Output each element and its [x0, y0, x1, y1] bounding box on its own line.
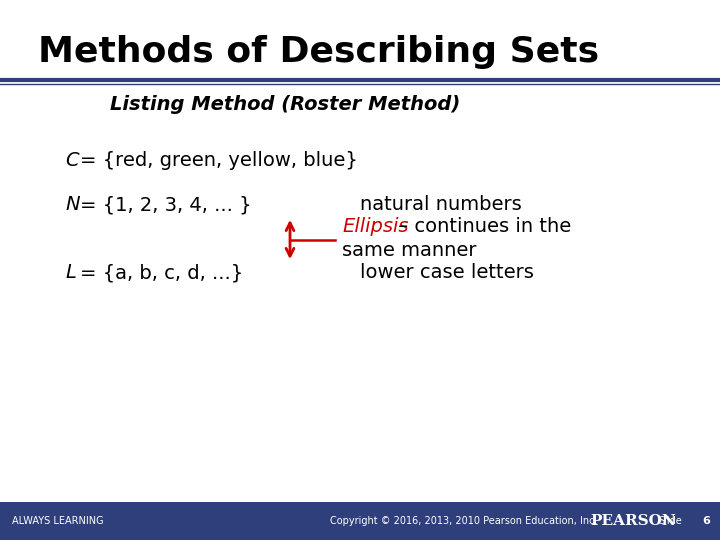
- Text: 6: 6: [702, 516, 710, 526]
- Text: $C$: $C$: [65, 151, 81, 170]
- Text: = {red, green, yellow, blue}: = {red, green, yellow, blue}: [80, 151, 358, 170]
- Text: natural numbers: natural numbers: [360, 195, 522, 214]
- Text: $L$: $L$: [65, 264, 77, 282]
- Text: ALWAYS LEARNING: ALWAYS LEARNING: [12, 516, 104, 526]
- Text: Listing Method (Roster Method): Listing Method (Roster Method): [110, 96, 460, 114]
- Text: = {a, b, c, d, ...}: = {a, b, c, d, ...}: [80, 264, 243, 282]
- Text: $N$: $N$: [65, 195, 81, 214]
- Text: Ellipsis: Ellipsis: [342, 218, 408, 237]
- Text: Copyright © 2016, 2013, 2010 Pearson Education, Inc.: Copyright © 2016, 2013, 2010 Pearson Edu…: [330, 516, 598, 526]
- Bar: [0, 502, 720, 540]
- Text: Methods of Describing Sets: Methods of Describing Sets: [38, 35, 599, 69]
- Text: same manner: same manner: [342, 240, 477, 260]
- Text: – continues in the: – continues in the: [392, 218, 571, 237]
- Text: PEARSON: PEARSON: [590, 514, 676, 528]
- Text: lower case letters: lower case letters: [360, 264, 534, 282]
- Text: = {1, 2, 3, 4, ... }: = {1, 2, 3, 4, ... }: [80, 195, 251, 214]
- Text: Slide: Slide: [658, 516, 682, 526]
